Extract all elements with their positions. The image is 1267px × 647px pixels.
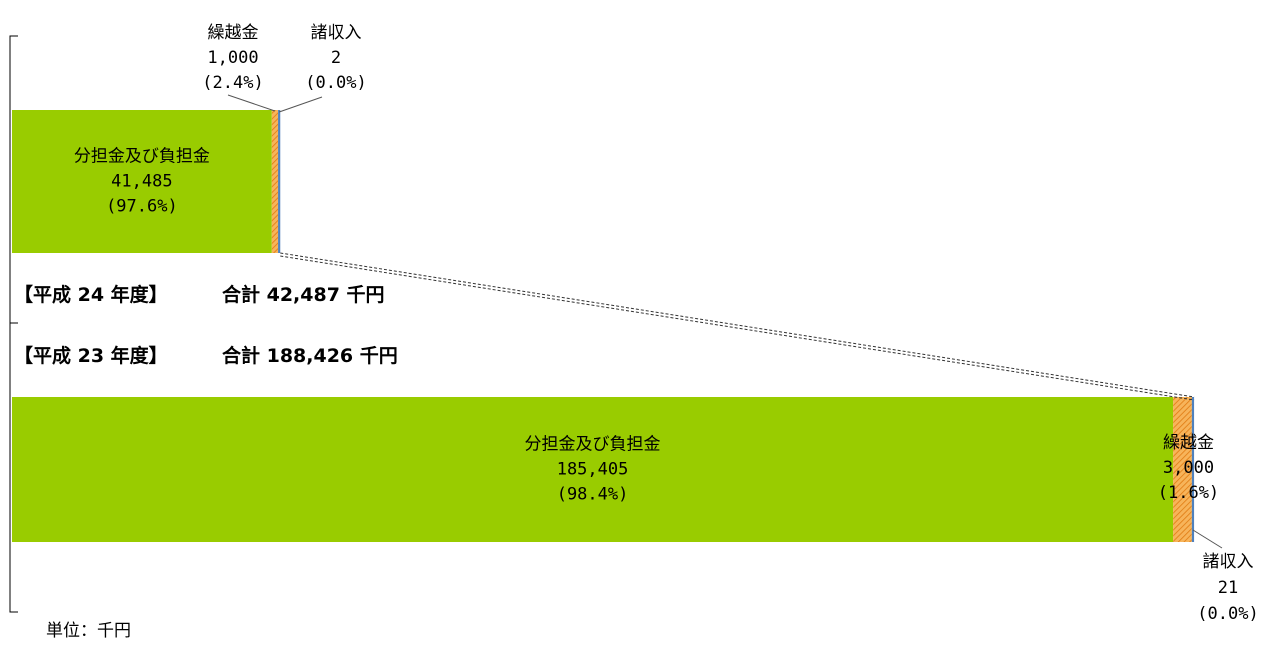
- bar-0-year-label: 【平成 24 年度】: [14, 283, 168, 306]
- unit-label: 単位：千円: [46, 621, 131, 641]
- bar-0-carryover-name: 繰越金: [208, 23, 259, 43]
- bar-0-main-value: 41,485: [111, 172, 172, 192]
- bar-segment-1-2: [1191, 397, 1195, 542]
- bar-0-misc-pct: (0.0%): [305, 73, 366, 93]
- bar-1-year-label: 【平成 23 年度】: [14, 344, 168, 367]
- bar-0-main-pct: (97.6%): [106, 197, 178, 217]
- bar-1-misc-leader: [1192, 529, 1223, 549]
- bar-1-carryover-name: 繰越金: [1163, 433, 1214, 453]
- bar-1-misc-pct: (0.0%): [1197, 604, 1258, 624]
- bar-0-main-name: 分担金及び負担金: [74, 147, 210, 167]
- bar-0-misc-value: 2: [331, 48, 341, 68]
- bar-0-total-label: 合計 42,487 千円: [222, 283, 385, 306]
- bar-0-carryover-leader: [227, 94, 276, 112]
- connector-line-b: [280, 255, 1195, 401]
- bar-0-misc-leader: [278, 96, 323, 113]
- bar-segment-0-2: [278, 110, 281, 253]
- bar-1-main-name: 分担金及び負担金: [525, 435, 661, 455]
- bar-1-main-pct: (98.4%): [557, 485, 629, 505]
- bar-1-misc-name: 諸収入: [1203, 552, 1254, 572]
- connector-line-a: [280, 252, 1195, 398]
- bar-1-carryover-value: 3,000: [1163, 458, 1214, 478]
- bar-1-carryover-pct: (1.6%): [1158, 483, 1219, 503]
- bar-1-main-value: 185,405: [557, 460, 629, 480]
- bar-segment-1-1: [1173, 397, 1192, 542]
- bar-0-carryover-pct: (2.4%): [202, 73, 263, 93]
- bar-0-misc-name: 諸収入: [311, 23, 362, 43]
- bar-1-total-label: 合計 188,426 千円: [222, 344, 398, 367]
- bar-segment-0-0: [12, 110, 272, 253]
- bar-0-carryover-value: 1,000: [207, 48, 258, 68]
- frame-bracket: [9, 35, 18, 613]
- bar-segment-0-1: [271, 110, 279, 253]
- bar-segment-1-0: [12, 397, 1174, 542]
- bar-1-misc-value: 21: [1218, 578, 1238, 598]
